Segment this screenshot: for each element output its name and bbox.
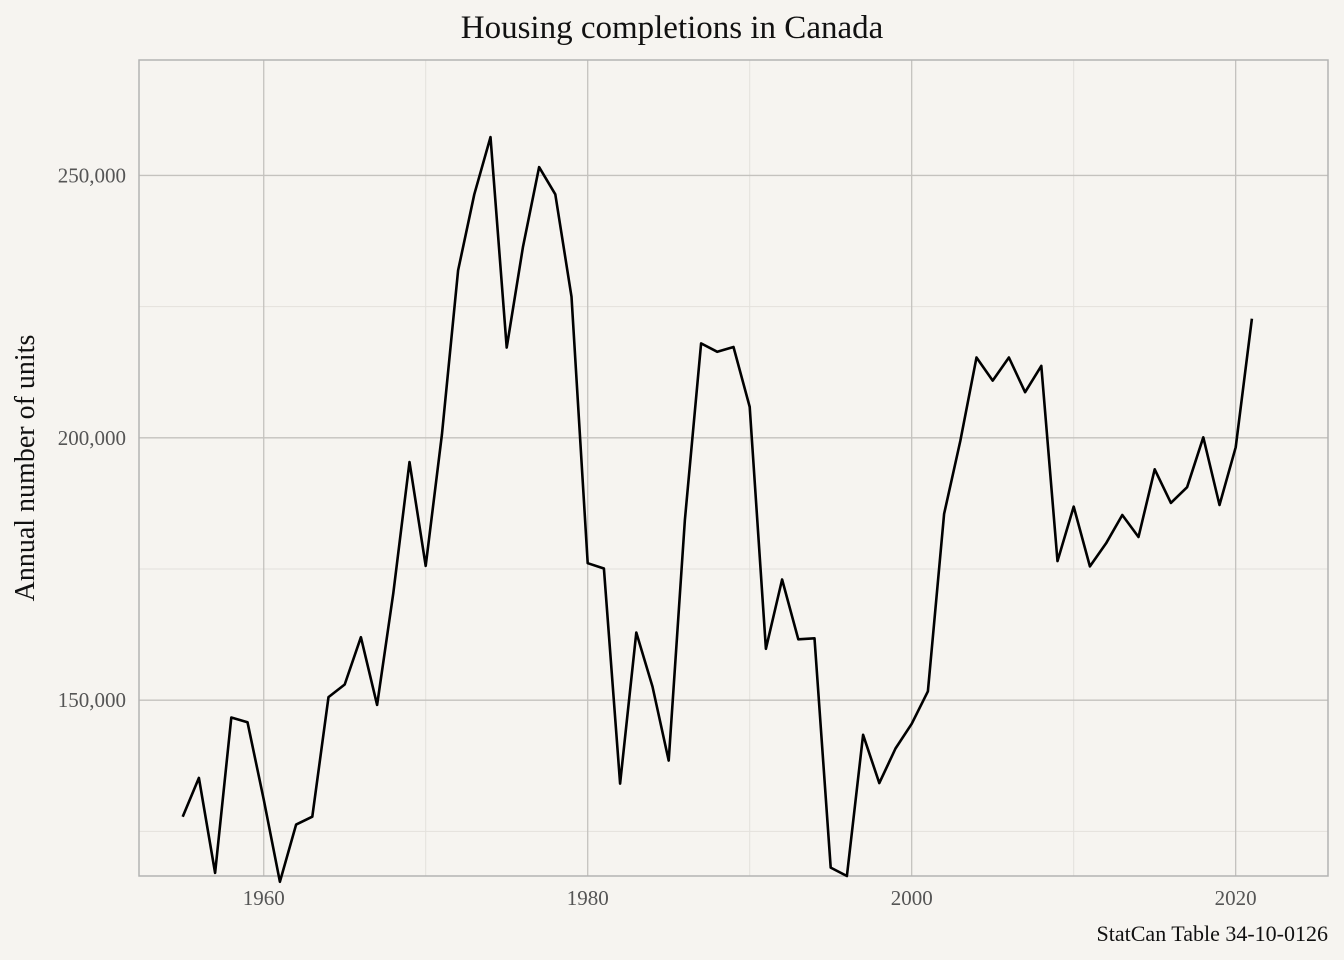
x-tick-label: 2000 (891, 886, 933, 910)
x-tick-label: 1980 (567, 886, 609, 910)
series-layer (181, 135, 1254, 884)
chart-caption: StatCan Table 34-10-0126 (1097, 921, 1328, 946)
plot-panel-border (138, 59, 1329, 877)
grid-layer (139, 60, 1328, 876)
tick-labels: 1960 1980 2000 2020 150,000 200,000 250,000 (58, 163, 1257, 910)
x-tick-label: 1960 (243, 886, 285, 910)
series-line (181, 135, 1254, 884)
y-tick-label: 250,000 (58, 163, 126, 187)
y-axis-label: Annual number of units (10, 335, 41, 602)
y-tick-label: 200,000 (58, 426, 126, 450)
y-tick-label: 150,000 (58, 688, 126, 712)
x-tick-label: 2020 (1215, 886, 1257, 910)
chart-title: Housing completions in Canada (461, 10, 884, 46)
